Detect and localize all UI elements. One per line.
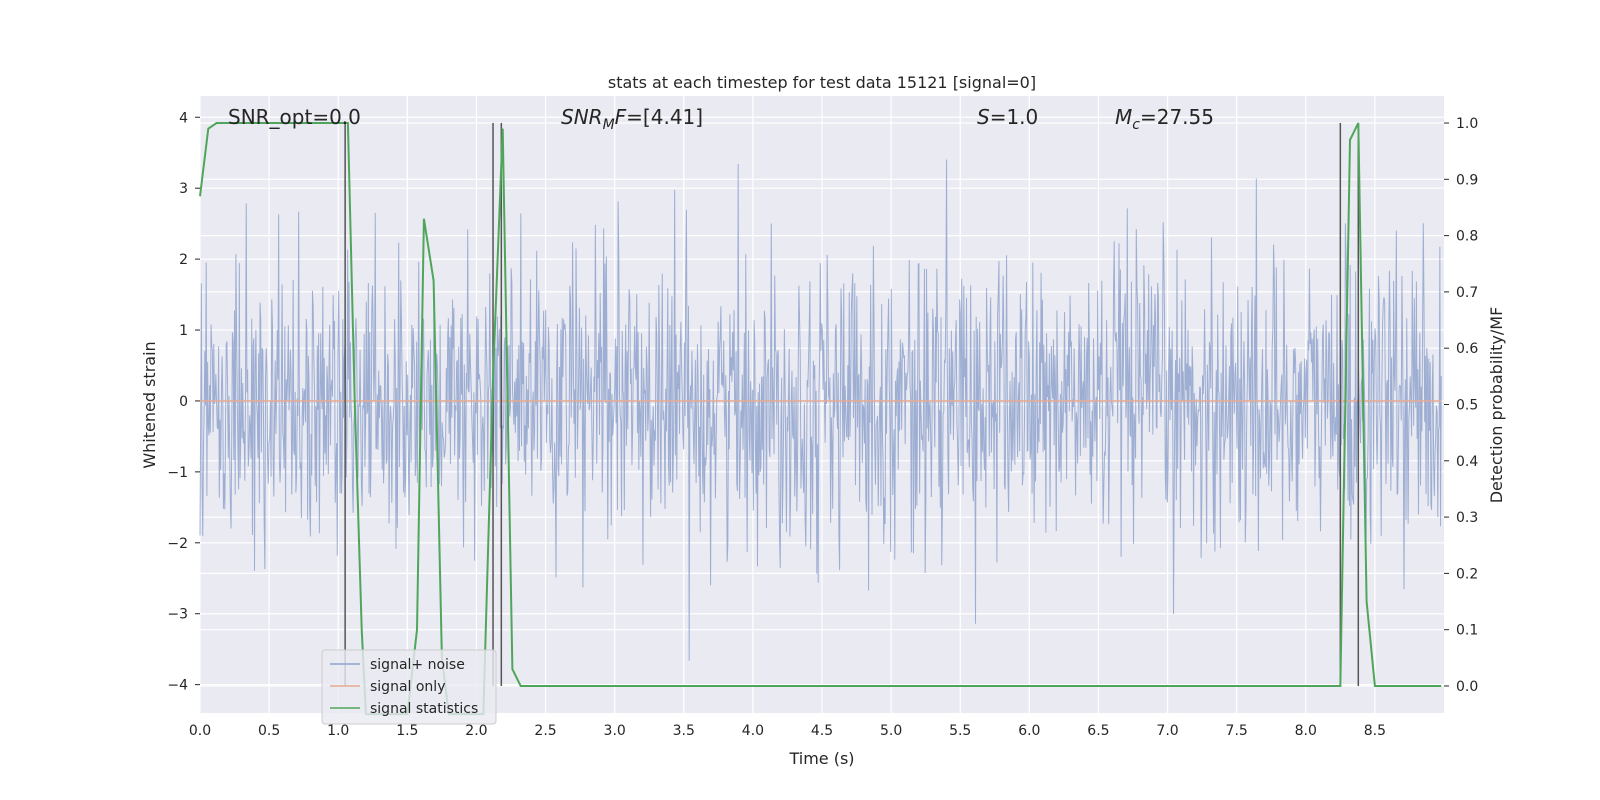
snr-mf-suffix: F xyxy=(615,105,627,129)
y2-tick-label: 0.7 xyxy=(1456,285,1478,301)
y2-tick-label: 0.6 xyxy=(1456,341,1478,357)
y2-tick-label: 0.1 xyxy=(1456,623,1478,639)
legend-label-signal-statistics: signal statistics xyxy=(370,701,478,717)
x-tick-label: 2.0 xyxy=(465,723,487,739)
y-tick-label: −2 xyxy=(167,536,188,552)
mc-symbol: M xyxy=(1115,105,1132,129)
y-axis-label: Whitened strain xyxy=(140,341,159,468)
s-value: =1.0 xyxy=(990,105,1039,129)
signal-noise-series xyxy=(199,159,1442,661)
y2-tick-label: 0.4 xyxy=(1456,454,1478,470)
x-tick-label: 0.0 xyxy=(189,723,211,739)
y-tick-label: 4 xyxy=(179,110,188,126)
x-tick-label: 6.5 xyxy=(1087,723,1109,739)
x-tick-label: 2.5 xyxy=(534,723,556,739)
legend-label-signal-only: signal only xyxy=(370,679,445,695)
x-tick-label: 0.5 xyxy=(258,723,280,739)
x-tick-label: 7.5 xyxy=(1226,723,1248,739)
y2-tick-label: 0.2 xyxy=(1456,566,1478,582)
x-tick-label: 3.0 xyxy=(604,723,626,739)
y-tick-label: −4 xyxy=(167,678,188,694)
y2-tick-label: 0.0 xyxy=(1456,679,1478,695)
snr-mf-symbol: SNR xyxy=(561,105,603,129)
y2-tick-label: 0.9 xyxy=(1456,172,1478,188)
x-axis-label: Time (s) xyxy=(788,749,854,768)
x-tick-label: 3.5 xyxy=(673,723,695,739)
y-axis-ticks: 4 3 2 1 0 −1 −2 −3 −4 xyxy=(167,110,200,694)
signal-noise-line xyxy=(199,159,1442,661)
y2-tick-label: 0.5 xyxy=(1456,398,1478,414)
mc-value: =27.55 xyxy=(1140,105,1214,129)
y-tick-label: 2 xyxy=(179,252,188,268)
chart-title: stats at each timestep for test data 151… xyxy=(608,73,1036,92)
annotation-snr-opt: SNR_opt=0.0 xyxy=(228,105,361,129)
x-tick-label: 8.0 xyxy=(1295,723,1317,739)
y-tick-label: −1 xyxy=(167,465,188,481)
y-tick-label: 3 xyxy=(179,181,188,197)
x-tick-label: 1.5 xyxy=(396,723,418,739)
x-axis-ticks: 0.0 0.5 1.0 1.5 2.0 2.5 3.0 3.5 4.0 4.5 5.0 5.5 6.0 6… xyxy=(189,723,1386,739)
legend-box xyxy=(321,649,497,725)
x-tick-label: 7.0 xyxy=(1156,723,1178,739)
snr-mf-value: =[4.41] xyxy=(626,105,703,129)
x-tick-label: 1.0 xyxy=(327,723,349,739)
y-tick-label: 1 xyxy=(179,323,188,339)
y-tick-label: −3 xyxy=(167,607,188,623)
x-tick-label: 5.5 xyxy=(949,723,971,739)
annotation-s: S=1.0 xyxy=(977,105,1038,129)
legend: signal+ noise signal only signal statist… xyxy=(321,649,497,725)
y2-axis-ticks: 1.0 0.9 0.8 0.7 0.6 0.5 0.4 0.3 0.2 0.1 0.0 xyxy=(1444,116,1478,695)
y2-tick-label: 0.3 xyxy=(1456,510,1478,526)
x-tick-label: 4.5 xyxy=(811,723,833,739)
x-tick-label: 4.0 xyxy=(742,723,764,739)
legend-label-signal-noise: signal+ noise xyxy=(370,657,465,673)
y2-tick-label: 0.8 xyxy=(1456,229,1478,245)
annotation-snr-mf: SNRMF=[4.41] xyxy=(561,105,703,133)
mc-subscript: c xyxy=(1132,117,1140,133)
x-tick-label: 8.5 xyxy=(1364,723,1386,739)
y-tick-label: 0 xyxy=(179,394,188,410)
y2-tick-label: 1.0 xyxy=(1456,116,1478,132)
x-tick-label: 6.0 xyxy=(1018,723,1040,739)
s-symbol: S xyxy=(977,105,990,129)
y2-axis-label: Detection probability/MF xyxy=(1487,307,1506,504)
x-tick-label: 5.0 xyxy=(880,723,902,739)
snr-mf-subscript: M xyxy=(603,117,615,133)
annotation-mc: Mc=27.55 xyxy=(1115,105,1214,133)
